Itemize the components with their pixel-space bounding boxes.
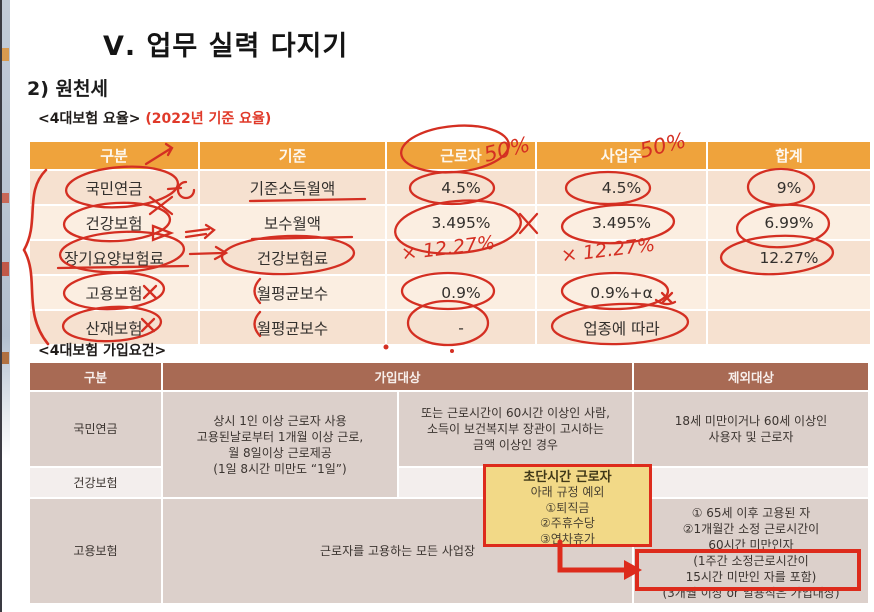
enroll-table-label-text: <4대보험 가입요건> bbox=[38, 343, 167, 359]
slide-thumb-mark bbox=[2, 262, 9, 276]
slide-thumb-mark bbox=[2, 193, 9, 203]
cell-total bbox=[708, 311, 870, 344]
cell-worker: 4.5% bbox=[387, 171, 535, 204]
rate-table-label-text: <4대보험 요율> bbox=[38, 111, 141, 127]
rate-table-note: (2022년 기준 요율) bbox=[145, 111, 272, 127]
cell-join-alt: 또는 근로시간이 60시간 이상인 사람, 소득이 보건복지부 장관이 고시하는… bbox=[399, 392, 632, 466]
cell-total: 9% bbox=[708, 171, 870, 204]
cell-category: 국민연금 bbox=[30, 171, 198, 204]
slide-panel-edge bbox=[2, 0, 10, 612]
col-header-worker: 근로자 bbox=[387, 142, 535, 169]
cell-join-main: 상시 1인 이상 근로자 사용 고용된날로부터 1개월 이상 근로, 월 8일이… bbox=[163, 392, 397, 497]
cell-category: 장기요양보험료 bbox=[30, 241, 198, 274]
exception-callout-title: 초단시간 근로자 bbox=[523, 470, 612, 485]
col-header-employer: 사업주 bbox=[537, 142, 706, 169]
col-header-exclude: 제외대상 bbox=[634, 363, 868, 390]
red-dot bbox=[383, 344, 389, 350]
window-edge bbox=[0, 0, 2, 612]
cell-basis: 월평균보수 bbox=[200, 276, 385, 309]
red-dot bbox=[450, 349, 454, 353]
col-header-category: 구분 bbox=[30, 142, 198, 169]
col-header-category: 구분 bbox=[30, 363, 161, 390]
cell-empty bbox=[634, 468, 868, 497]
cell-employer: 3.495% bbox=[537, 206, 706, 239]
section-subtitle: 2) 원천세 bbox=[27, 78, 108, 100]
exception-callout: 초단시간 근로자 아래 규정 예외 ①퇴직금 ②주휴수당 ③연차휴가 bbox=[483, 464, 652, 547]
cell-total bbox=[708, 276, 870, 309]
cell-employer: 0.9%+α bbox=[537, 276, 706, 309]
cell-basis: 월평균보수 bbox=[200, 311, 385, 344]
slide-thumb-mark bbox=[2, 352, 9, 364]
slide-thumb-mark bbox=[2, 48, 9, 61]
cell-employer bbox=[537, 241, 706, 274]
cell-category: 건강보험 bbox=[30, 206, 198, 239]
cell-basis: 기준소득월액 bbox=[200, 171, 385, 204]
enrollment-table: 구분 가입대상 제외대상 국민연금 상시 1인 이상 근로자 사용 고용된날로부… bbox=[30, 363, 868, 603]
cell-total: 12.27% bbox=[708, 241, 870, 274]
cell-employer: 4.5% bbox=[537, 171, 706, 204]
cell-category: 고용보험 bbox=[30, 276, 198, 309]
rate-table-label: <4대보험 요율> (2022년 기준 요율) bbox=[38, 108, 271, 128]
enroll-table-label: <4대보험 가입요건> bbox=[38, 340, 166, 360]
cell-basis: 건강보험료 bbox=[200, 241, 385, 274]
cell-employer: 업종에 따라 bbox=[537, 311, 706, 344]
cell-exclude: 18세 미만이거나 60세 이상인 사용자 및 근로자 bbox=[634, 392, 868, 466]
cell-total: 6.99% bbox=[708, 206, 870, 239]
cell-basis: 보수월액 bbox=[200, 206, 385, 239]
cell-exclude: ① 65세 이후 고용된 자 ②1개월간 소정 근로시간이 60시간 미만인자 … bbox=[634, 499, 868, 603]
cell-worker: 3.495% bbox=[387, 206, 535, 239]
cell-category: 국민연금 bbox=[30, 392, 161, 466]
cell-worker: - bbox=[387, 311, 535, 344]
exception-callout-body: 아래 규정 예외 ①퇴직금 ②주휴수당 ③연차휴가 bbox=[530, 485, 605, 546]
col-header-join: 가입대상 bbox=[163, 363, 632, 390]
cell-worker bbox=[387, 241, 535, 274]
col-header-basis: 기준 bbox=[200, 142, 385, 169]
cell-worker: 0.9% bbox=[387, 276, 535, 309]
cell-category: 고용보험 bbox=[30, 499, 161, 603]
cell-category: 건강보험 bbox=[30, 468, 161, 497]
col-header-total: 합계 bbox=[708, 142, 870, 169]
insurance-rate-table: 구분 기준 근로자 사업주 합계 국민연금 기준소득월액 4.5% 4.5% 9… bbox=[30, 142, 870, 344]
page-title: Ⅴ. 업무 실력 다지기 bbox=[103, 31, 349, 62]
